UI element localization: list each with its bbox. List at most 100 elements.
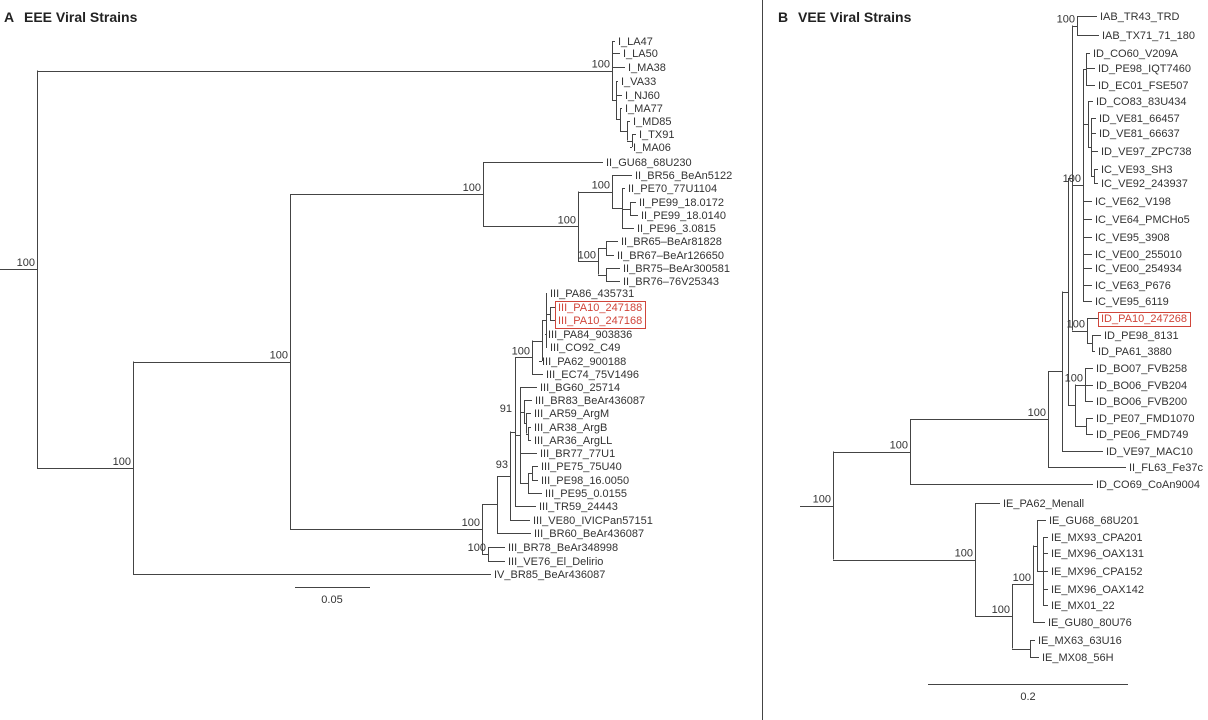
strain-label: III_BR60_BeAr436087 — [534, 528, 644, 540]
bootstrap-value: 100 — [1057, 14, 1075, 26]
panel-a-header: A EEE Viral Strains — [4, 9, 138, 25]
bootstrap-value: 100 — [558, 214, 576, 226]
bootstrap-value: 100 — [890, 440, 908, 452]
highlight-box — [555, 301, 646, 329]
strain-label: ID_CO69_CoAn9004 — [1096, 479, 1200, 491]
strain-label: I_LA50 — [623, 48, 658, 60]
eee-tree: 100100I_LA47I_LA50I_MA38I_VA33I_NJ60I_MA… — [0, 36, 732, 581]
strain-label: III_BR78_BeAr348998 — [508, 542, 618, 554]
panel-b-header: B VEE Viral Strains — [778, 9, 912, 25]
bootstrap-value: 91 — [500, 403, 512, 415]
strain-label: III_TR59_24443 — [539, 501, 618, 513]
strain-label: III_CO92_C49 — [550, 342, 620, 354]
strain-label: III_VE76_El_Delirio — [508, 556, 603, 568]
strain-label: IC_VE63_P676 — [1095, 280, 1171, 292]
strain-label: ID_PE98_IQT7460 — [1098, 63, 1191, 75]
strain-label: IE_PA62_Menall — [1003, 498, 1084, 510]
bootstrap-value: 100 — [270, 350, 288, 362]
panel-a-title: EEE Viral Strains — [24, 9, 138, 25]
strain-label: II_BR65–BeAr81828 — [621, 236, 722, 248]
strain-label: IE_MX96_OAX131 — [1051, 548, 1144, 560]
strain-label: IC_VE95_6119 — [1095, 296, 1169, 308]
strain-label: I_VA33 — [621, 76, 656, 88]
bootstrap-value: 100 — [1013, 572, 1031, 584]
strain-label: IC_VE95_3908 — [1095, 232, 1170, 244]
strain-label: III_BR77_77U1 — [540, 448, 615, 460]
scale-bar-b-label: 0.2 — [1020, 691, 1035, 703]
strain-label: I_NJ60 — [625, 90, 660, 102]
strain-label: II_PE99_18.0140 — [641, 210, 726, 222]
strain-label: I_LA47 — [618, 36, 653, 48]
bootstrap-value: 100 — [813, 494, 831, 506]
strain-label: III_BR83_BeAr436087 — [535, 395, 645, 407]
strain-label: III_PA86_435731 — [550, 288, 634, 300]
strain-label: IE_MX93_CPA201 — [1051, 532, 1143, 544]
strain-label: I_MA38 — [628, 62, 666, 74]
bootstrap-value: 100 — [992, 604, 1010, 616]
strain-label: IE_MX96_CPA152 — [1051, 566, 1143, 578]
bootstrap-value: 100 — [462, 517, 480, 529]
bootstrap-value: 100 — [1065, 373, 1083, 385]
strain-label: ID_CO60_V209A — [1093, 48, 1179, 60]
scale-bar-a-label: 0.05 — [321, 594, 342, 606]
strain-label: III_AR59_ArgM — [534, 408, 609, 420]
strain-label: II_GU68_68U230 — [606, 157, 692, 169]
panel-b-title: VEE Viral Strains — [798, 9, 912, 25]
bootstrap-value: 93 — [496, 459, 508, 471]
strain-label: IE_MX63_63U16 — [1038, 635, 1122, 647]
strain-label: IC_VE00_254934 — [1095, 263, 1182, 275]
strain-label: ID_PA61_3880 — [1098, 346, 1172, 358]
scale-bar-a: 0.05 — [295, 587, 370, 606]
strain-label: ID_EC01_FSE507 — [1098, 80, 1189, 92]
strain-label: I_MA77 — [625, 103, 663, 115]
highlighted-strain-label: III_PA10_247188 — [558, 302, 642, 314]
panel-a-letter: A — [4, 9, 14, 25]
bootstrap-value: 100 — [463, 182, 481, 194]
strain-label: II_BR56_BeAn5122 — [635, 170, 732, 182]
strain-label: III_PE95_0.0155 — [545, 488, 627, 500]
strain-label: IAB_TX71_71_180 — [1102, 30, 1195, 42]
strain-label: ID_CO83_83U434 — [1096, 96, 1187, 108]
strain-label: IE_MX08_56H — [1042, 652, 1114, 664]
strain-label: II_PE99_18.0172 — [639, 197, 724, 209]
strain-label: ID_BO06_FVB200 — [1096, 396, 1187, 408]
bootstrap-value: 100 — [1028, 407, 1046, 419]
strain-label: IC_VE64_PMCHo5 — [1095, 214, 1190, 226]
strain-label: II_BR67–BeAr126650 — [617, 250, 724, 262]
strain-label: III_BG60_25714 — [540, 382, 620, 394]
bootstrap-value: 100 — [1067, 319, 1085, 331]
bootstrap-value: 100 — [592, 180, 610, 192]
strain-label: III_PA62_900188 — [542, 356, 626, 368]
strain-label: II_BR76–76V25343 — [623, 276, 719, 288]
strain-label: III_EC74_75V1496 — [546, 369, 639, 381]
scale-bar-b: 0.2 — [928, 684, 1128, 703]
strain-label: ID_PE07_FMD1070 — [1096, 413, 1194, 425]
strain-label: I_MD85 — [633, 116, 672, 128]
strain-label: IV_BR85_BeAr436087 — [494, 569, 605, 581]
strain-label: III_PA84_903836 — [548, 329, 632, 341]
strain-label: ID_PE98_8131 — [1104, 330, 1179, 342]
strain-label: IC_VE92_243937 — [1101, 178, 1188, 190]
strain-label: ID_VE97_MAC10 — [1106, 446, 1193, 458]
highlight-box — [1098, 312, 1191, 327]
strain-label: II_PE96_3.0815 — [637, 223, 716, 235]
strain-label: IAB_TR43_TRD — [1100, 11, 1180, 23]
strain-label: IC_VE62_V198 — [1095, 196, 1171, 208]
highlighted-strain-label: ID_PA10_247268 — [1101, 313, 1187, 325]
bootstrap-value: 100 — [468, 542, 486, 554]
strain-label: IE_MX01_22 — [1051, 600, 1115, 612]
strain-label: III_PE98_16.0050 — [541, 475, 629, 487]
strain-label: IC_VE93_SH3 — [1101, 164, 1173, 176]
bootstrap-value: 100 — [512, 345, 530, 357]
strain-label: III_VE80_IVICPan57151 — [533, 515, 653, 527]
strain-label: ID_VE81_66637 — [1099, 128, 1180, 140]
strain-label: II_FL63_Fe37c — [1129, 462, 1203, 474]
strain-label: I_MA06 — [633, 142, 671, 154]
panel-b-letter: B — [778, 9, 788, 25]
strain-label: I_TX91 — [639, 129, 674, 141]
strain-label: III_AR38_ArgB — [534, 422, 607, 434]
strain-label: ID_VE81_66457 — [1099, 113, 1180, 125]
strain-label: III_AR36_ArgLL — [534, 435, 612, 447]
bootstrap-value: 100 — [113, 456, 131, 468]
